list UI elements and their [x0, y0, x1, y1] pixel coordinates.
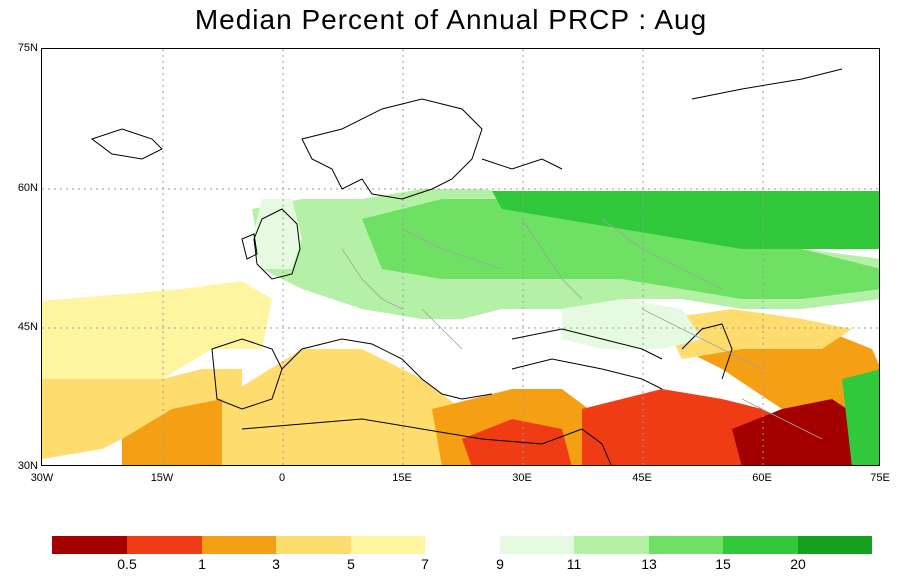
atlantic-lightyellow-south	[42, 369, 242, 459]
graticule-lines	[42, 49, 879, 465]
colorbar-label: 1	[198, 556, 206, 572]
colorbar-swatch	[649, 536, 723, 554]
colorbar-swatch	[127, 536, 202, 554]
colorbar-swatch	[425, 536, 500, 554]
atlantic-yellow-region	[42, 281, 272, 379]
colorbar-swatch	[798, 536, 872, 554]
map-canvas	[42, 49, 879, 465]
colorbar-label: 9	[496, 556, 504, 572]
europe-mediumgreen	[362, 199, 879, 299]
lon-label-75e: 75E	[870, 472, 890, 484]
lon-label-30w: 30W	[30, 472, 54, 484]
lat-label-60n: 60N	[17, 182, 38, 194]
colorbar-label: 20	[790, 556, 806, 572]
colorbar-swatch	[202, 536, 276, 554]
lon-label-30e: 30E	[512, 472, 532, 484]
turkey-palegreen	[562, 299, 702, 349]
north-africa-yellow	[222, 349, 462, 465]
lat-label-45n: 45N	[17, 321, 38, 333]
uk-palegreen	[252, 199, 302, 269]
lon-label-15e: 15E	[392, 472, 412, 484]
colorbar-swatch	[52, 536, 127, 554]
caspian-yellow	[662, 309, 852, 359]
colorbar-label: 7	[421, 556, 429, 572]
colorbar-label: 11	[566, 556, 582, 572]
arabia-darkred	[732, 399, 879, 465]
precipitation-map	[41, 48, 880, 466]
colorbar-swatch	[723, 536, 798, 554]
colorbar-swatch	[351, 536, 425, 554]
lon-label-45e: 45E	[632, 472, 652, 484]
colorbar	[52, 536, 872, 554]
colorbar-swatch	[500, 536, 574, 554]
map-title: Median Percent of Annual PRCP : Aug	[194, 4, 708, 35]
colorbar-label: 15	[715, 556, 731, 572]
colorbar-swatch	[276, 536, 351, 554]
lat-label-30n: 30N	[17, 460, 38, 472]
coastlines	[90, 68, 843, 465]
lon-label-15w: 15W	[150, 472, 174, 484]
lat-label-75n: 75N	[17, 42, 38, 54]
colorbar-label: 13	[641, 556, 657, 572]
lon-label-0: 0	[278, 472, 286, 484]
india-green	[842, 369, 879, 465]
russia-green	[492, 191, 879, 249]
country-borders	[341, 218, 823, 440]
lon-label-60e: 60E	[752, 472, 772, 484]
colorbar-label: 0.5	[117, 556, 137, 572]
colorbar-swatch	[574, 536, 649, 554]
colorbar-label: 3	[272, 556, 280, 572]
colorbar-label: 5	[347, 556, 355, 572]
